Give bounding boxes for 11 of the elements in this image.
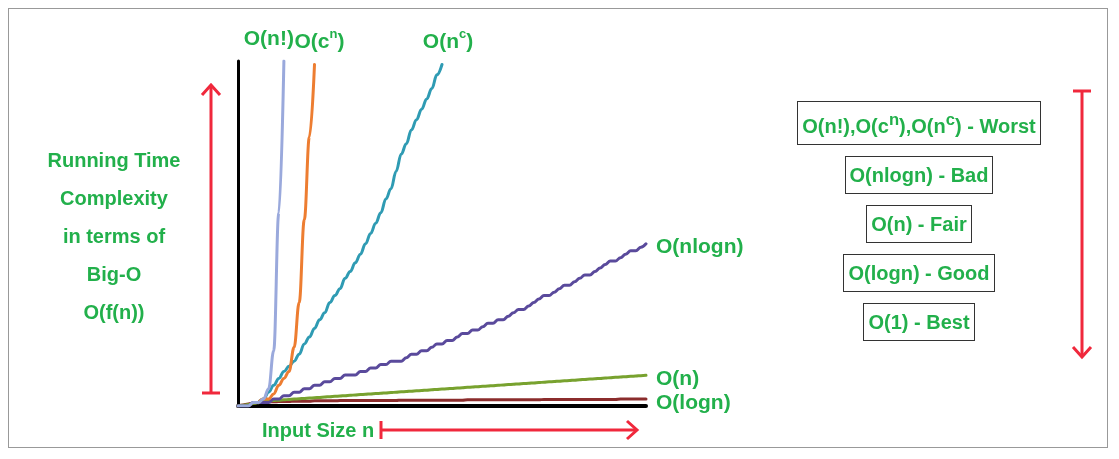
- series-label: O(n!): [243, 25, 294, 49]
- series-label: O(nlogn): [656, 234, 744, 258]
- text: O(1) - Best: [863, 302, 975, 341]
- text: O(nlogn) - Bad: [844, 155, 994, 194]
- text: O(n!),O(c$^{n}$),O(n$^{c}$) - Worst: [797, 101, 1041, 145]
- text: O(logn) - Good: [843, 253, 995, 292]
- series-label: O(logn): [656, 389, 731, 413]
- x-axis-title: Input Size n: [262, 419, 375, 442]
- text: O(n) - Fair: [866, 204, 972, 243]
- y-axis-title: Running Time Complexity in terms of Big-O O(f(n)): [46, 148, 182, 325]
- series-label: O(n): [656, 365, 700, 389]
